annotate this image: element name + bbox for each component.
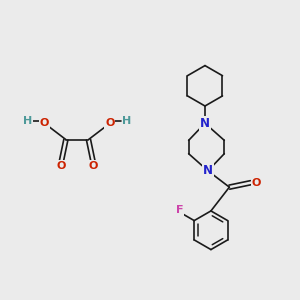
Text: O: O [40,118,49,128]
Text: O: O [105,118,115,128]
Text: N: N [200,117,210,130]
Text: O: O [57,161,66,171]
Text: O: O [88,161,98,171]
Text: H: H [122,116,132,126]
Text: N: N [203,164,213,177]
Text: O: O [251,178,261,188]
Text: F: F [176,205,184,215]
Text: H: H [22,116,32,126]
